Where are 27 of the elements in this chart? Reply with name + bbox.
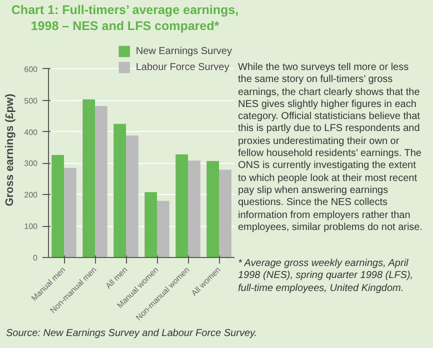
bar: [144, 192, 157, 258]
source-note: Source: New Earnings Survey and Labour Force Survey.: [6, 328, 258, 340]
chart-title: Chart 1: Full-timers’ average earnings, 1998 – NES and LFS compared*: [10, 2, 240, 34]
y-tick-label: 400: [24, 128, 38, 137]
bar: [219, 170, 232, 258]
y-tick-label: 300: [24, 159, 38, 168]
bar: [176, 154, 188, 258]
bar: [64, 168, 76, 258]
y-tick-label: 500: [24, 96, 38, 106]
legend-label: New Earnings Survey: [136, 44, 232, 58]
y-tick-label: 0: [33, 254, 38, 262]
bar: [206, 161, 219, 258]
legend-label: Labour Force Survey: [136, 60, 230, 74]
bar: [95, 106, 108, 258]
bar: [114, 124, 126, 258]
x-tick-label: All men: [104, 265, 130, 291]
bar: [126, 136, 138, 258]
bar: [157, 200, 170, 258]
y-tick-label: 600: [24, 64, 38, 74]
y-tick-label: 200: [24, 190, 38, 200]
bar: [82, 99, 95, 258]
text: * Average gross weekly earnings, April 1998 (NES), spring quarter 1998 (LFS), full-time employees, United Kingdom.: [238, 258, 414, 295]
bar: [52, 155, 64, 258]
y-axis-title: Gross earnings (£pw): [4, 93, 16, 206]
text: While the two surveys tell more or less the same story on full-timers’ gross earnings, the chart clearly shows that the NES gives slightly higher figures in each category. Official statisticians believe that this is partly due to LFS respondents and proxies underestimating their own or fellow household residents’ earnings. The ONS is currently investigating the extent to which people look at their most recent pay slip when answering earnings questions. Since the NES collects information from employers rather than employees, similar problems do not arise.: [238, 62, 423, 233]
bar: [188, 160, 200, 258]
y-tick-label: 100: [24, 222, 38, 232]
